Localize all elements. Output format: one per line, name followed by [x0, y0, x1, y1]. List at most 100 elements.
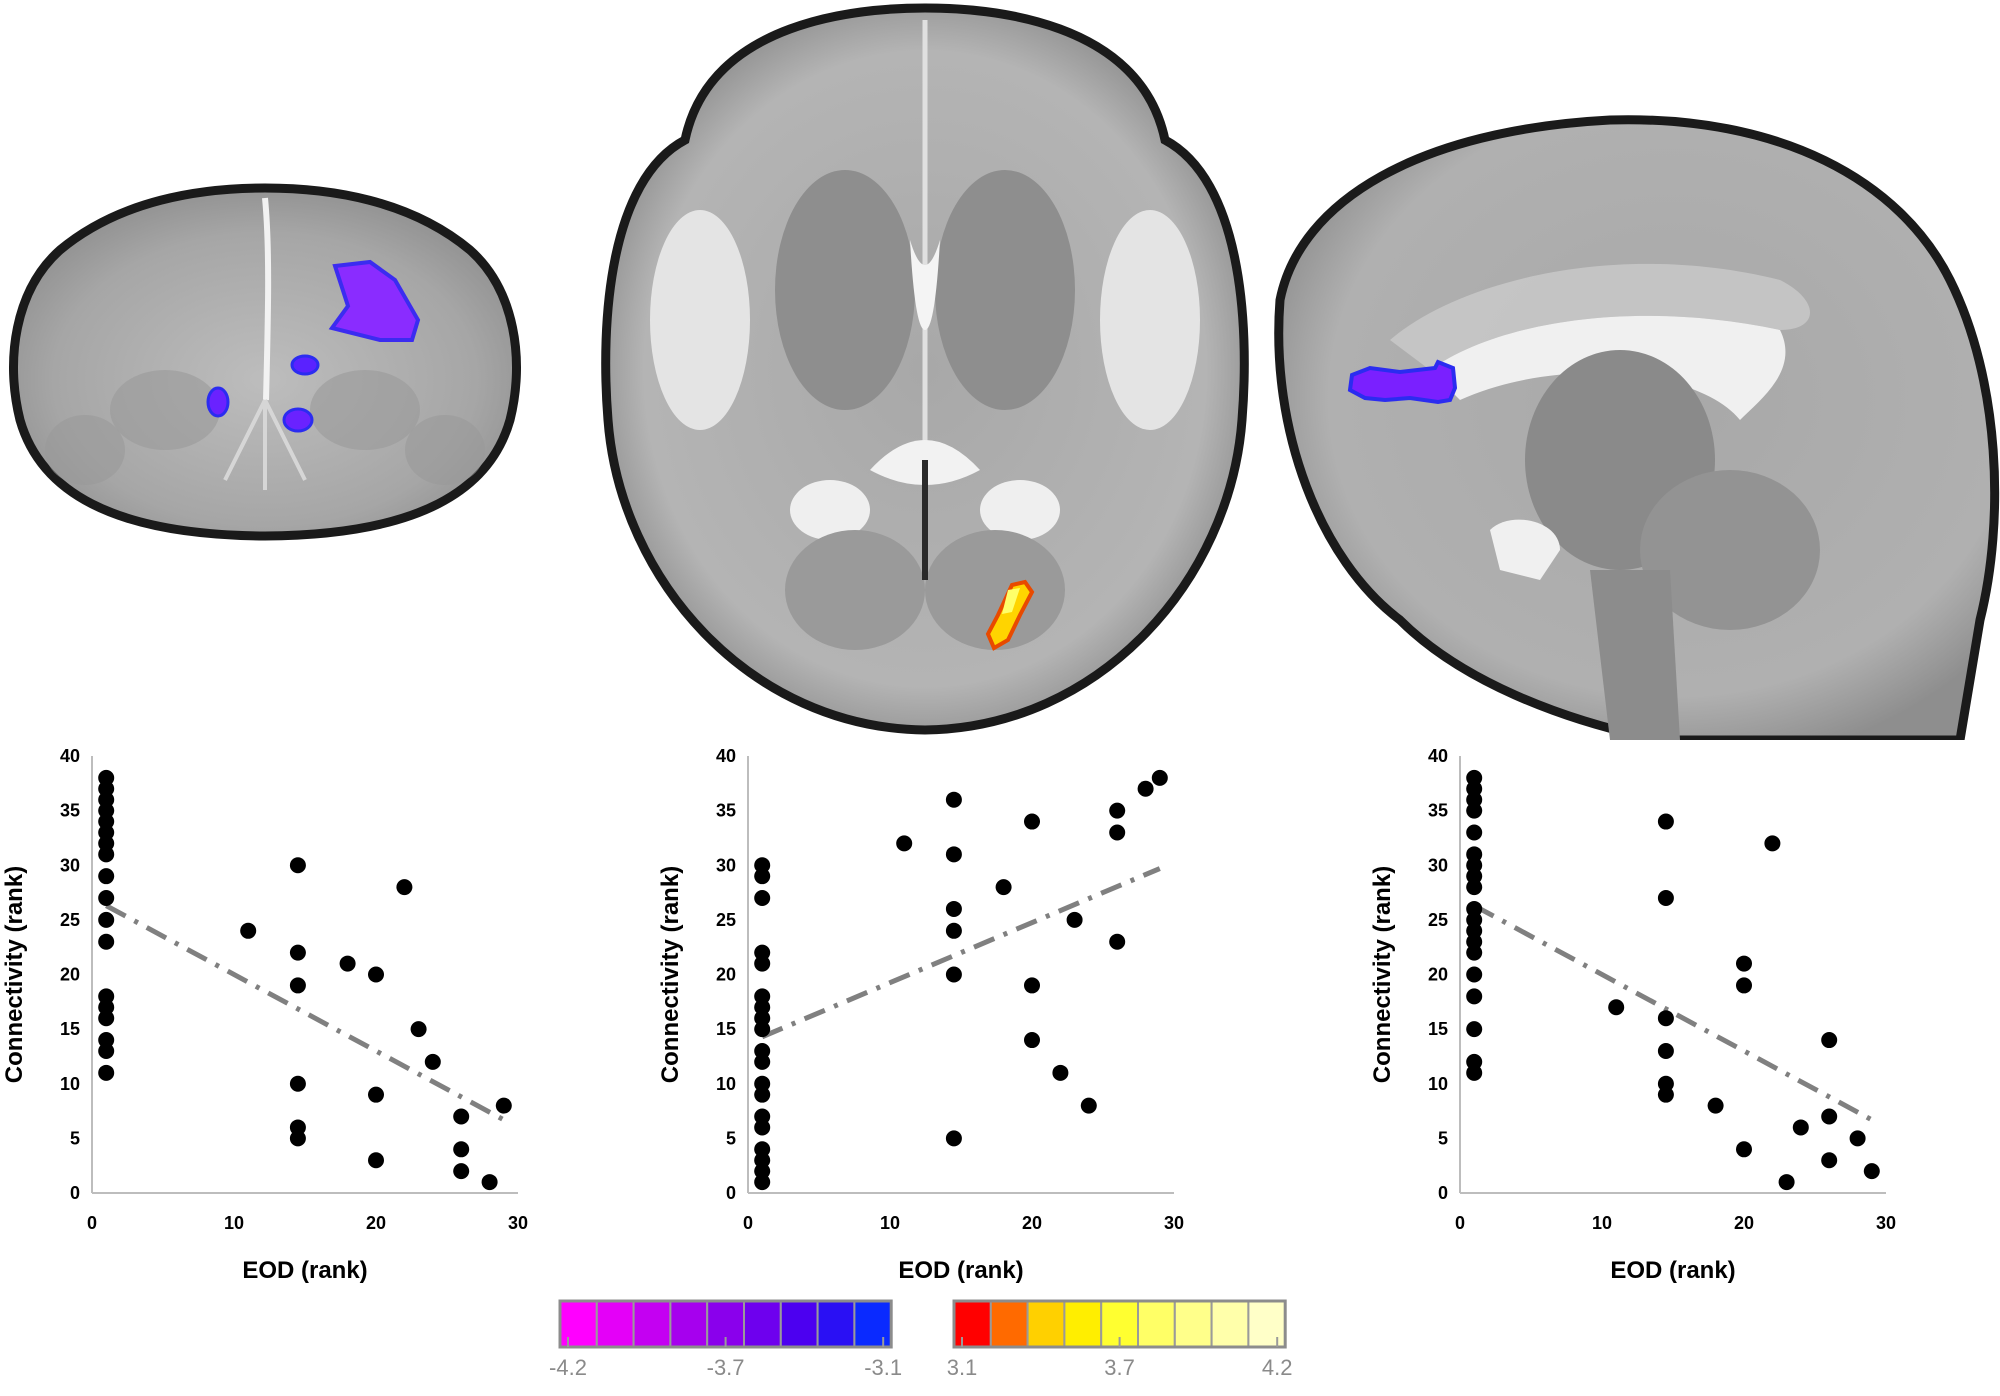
data-point — [1466, 1021, 1483, 1038]
x-tick-label: 10 — [224, 1213, 244, 1233]
data-point — [1821, 1108, 1838, 1125]
positive-colorbar: 3.1 3.7 4.2 — [947, 1299, 1293, 1380]
y-tick-label: 40 — [1428, 746, 1448, 766]
x-tick-label: 0 — [743, 1213, 753, 1233]
x-axis-label: EOD (rank) — [242, 1257, 367, 1284]
y-tick-label: 35 — [60, 801, 80, 821]
data-point — [424, 1053, 441, 1070]
data-point — [1466, 802, 1483, 819]
colorbar-swatch — [1247, 1300, 1287, 1348]
y-tick-label: 25 — [60, 910, 80, 930]
sagittal-brain-slice — [1274, 115, 2000, 740]
data-point — [98, 890, 115, 907]
data-point — [1657, 1086, 1674, 1103]
data-point — [1736, 955, 1752, 972]
y-tick-label: 40 — [716, 746, 736, 766]
x-tick-label: 20 — [366, 1213, 386, 1233]
y-tick-label: 20 — [60, 965, 80, 985]
data-point — [754, 1086, 771, 1103]
colorbar-swatch — [595, 1300, 635, 1348]
x-axis-label: EOD (rank) — [1610, 1257, 1735, 1284]
y-tick-label: 40 — [60, 746, 80, 766]
data-point — [1849, 1130, 1866, 1147]
data-point — [1466, 944, 1483, 961]
trend-line — [1473, 903, 1873, 1123]
data-point — [1052, 1064, 1069, 1081]
data-point — [1109, 802, 1126, 819]
data-point — [1657, 1010, 1674, 1027]
data-point — [481, 1174, 498, 1191]
y-tick-label: 5 — [726, 1128, 736, 1148]
y-tick-label: 20 — [716, 965, 736, 985]
colorbar-tick-label: -3.1 — [864, 1355, 902, 1380]
y-tick-label: 35 — [1428, 801, 1448, 821]
colorbar-swatch — [953, 1300, 992, 1348]
data-point — [945, 791, 962, 808]
data-point — [495, 1097, 512, 1114]
data-point — [1792, 1119, 1809, 1136]
y-tick-label: 20 — [1428, 965, 1448, 985]
y-tick-label: 30 — [716, 855, 736, 875]
y-tick-label: 0 — [1438, 1183, 1448, 1203]
data-point — [945, 922, 962, 939]
scatter-plot-1: 0 5 10 15 20 25 30 35 40 0 10 20 30 EOD (rank) Connect… — [1, 746, 528, 1284]
y-tick-label: 0 — [70, 1183, 80, 1203]
data-point — [453, 1108, 470, 1125]
y-tick-label: 15 — [60, 1019, 80, 1039]
x-tick-label: 20 — [1734, 1213, 1754, 1233]
x-tick-label: 0 — [87, 1213, 97, 1233]
y-tick-label: 5 — [1438, 1128, 1448, 1148]
data-point — [453, 1163, 470, 1180]
x-tick-label: 0 — [1455, 1213, 1465, 1233]
data-point — [289, 944, 306, 961]
coronal-brain-slice — [9, 183, 521, 541]
data-point — [98, 868, 115, 885]
data-point — [98, 911, 115, 928]
data-point — [98, 1064, 115, 1081]
data-point — [1707, 1097, 1724, 1114]
x-tick-label: 30 — [1876, 1213, 1896, 1233]
data-point — [754, 1119, 771, 1136]
scatter-plot-2: 0 5 10 15 20 25 30 35 40 0 10 20 30 EOD (rank) Connect… — [657, 746, 1184, 1284]
trend-line — [105, 903, 505, 1123]
data-point — [754, 868, 771, 885]
data-point — [1109, 824, 1126, 841]
data-point — [289, 857, 306, 874]
y-tick-label: 15 — [1428, 1019, 1448, 1039]
data-point — [1466, 879, 1483, 896]
colorbar-swatch — [853, 1300, 893, 1348]
y-axis-label: Connectivity (rank) — [1, 866, 28, 1083]
data-point — [98, 933, 115, 950]
data-point — [1778, 1174, 1795, 1191]
colorbar-swatch — [1026, 1300, 1066, 1348]
data-point — [1608, 999, 1625, 1016]
data-point — [1736, 977, 1752, 994]
data-point — [368, 966, 384, 983]
y-tick-label: 35 — [716, 801, 736, 821]
colorbar-tick-label: 3.7 — [1104, 1355, 1135, 1380]
data-point — [1466, 1064, 1483, 1081]
colorbar-tick-label: 4.2 — [1262, 1355, 1293, 1380]
data-point — [1151, 769, 1168, 786]
data-point — [1024, 1032, 1040, 1049]
colorbar-swatch — [1173, 1300, 1213, 1348]
data-point — [410, 1021, 427, 1038]
data-point — [1466, 966, 1483, 983]
data-point — [1466, 824, 1483, 841]
y-tick-label: 15 — [716, 1019, 736, 1039]
y-axis-label: Connectivity (rank) — [1369, 866, 1396, 1083]
data-point — [1657, 813, 1674, 830]
x-tick-label: 10 — [1592, 1213, 1612, 1233]
data-point — [453, 1141, 470, 1158]
data-point — [368, 1152, 384, 1169]
data-point — [1764, 835, 1781, 852]
data-point — [754, 1053, 771, 1070]
data-point — [368, 1086, 384, 1103]
colorbar-swatch — [743, 1300, 782, 1348]
data-point — [945, 900, 962, 917]
axial-brain-slice — [601, 3, 1249, 735]
data-point — [98, 1010, 115, 1027]
negative-colorbar: -4.2 -3.7 -3.1 — [549, 1299, 902, 1380]
